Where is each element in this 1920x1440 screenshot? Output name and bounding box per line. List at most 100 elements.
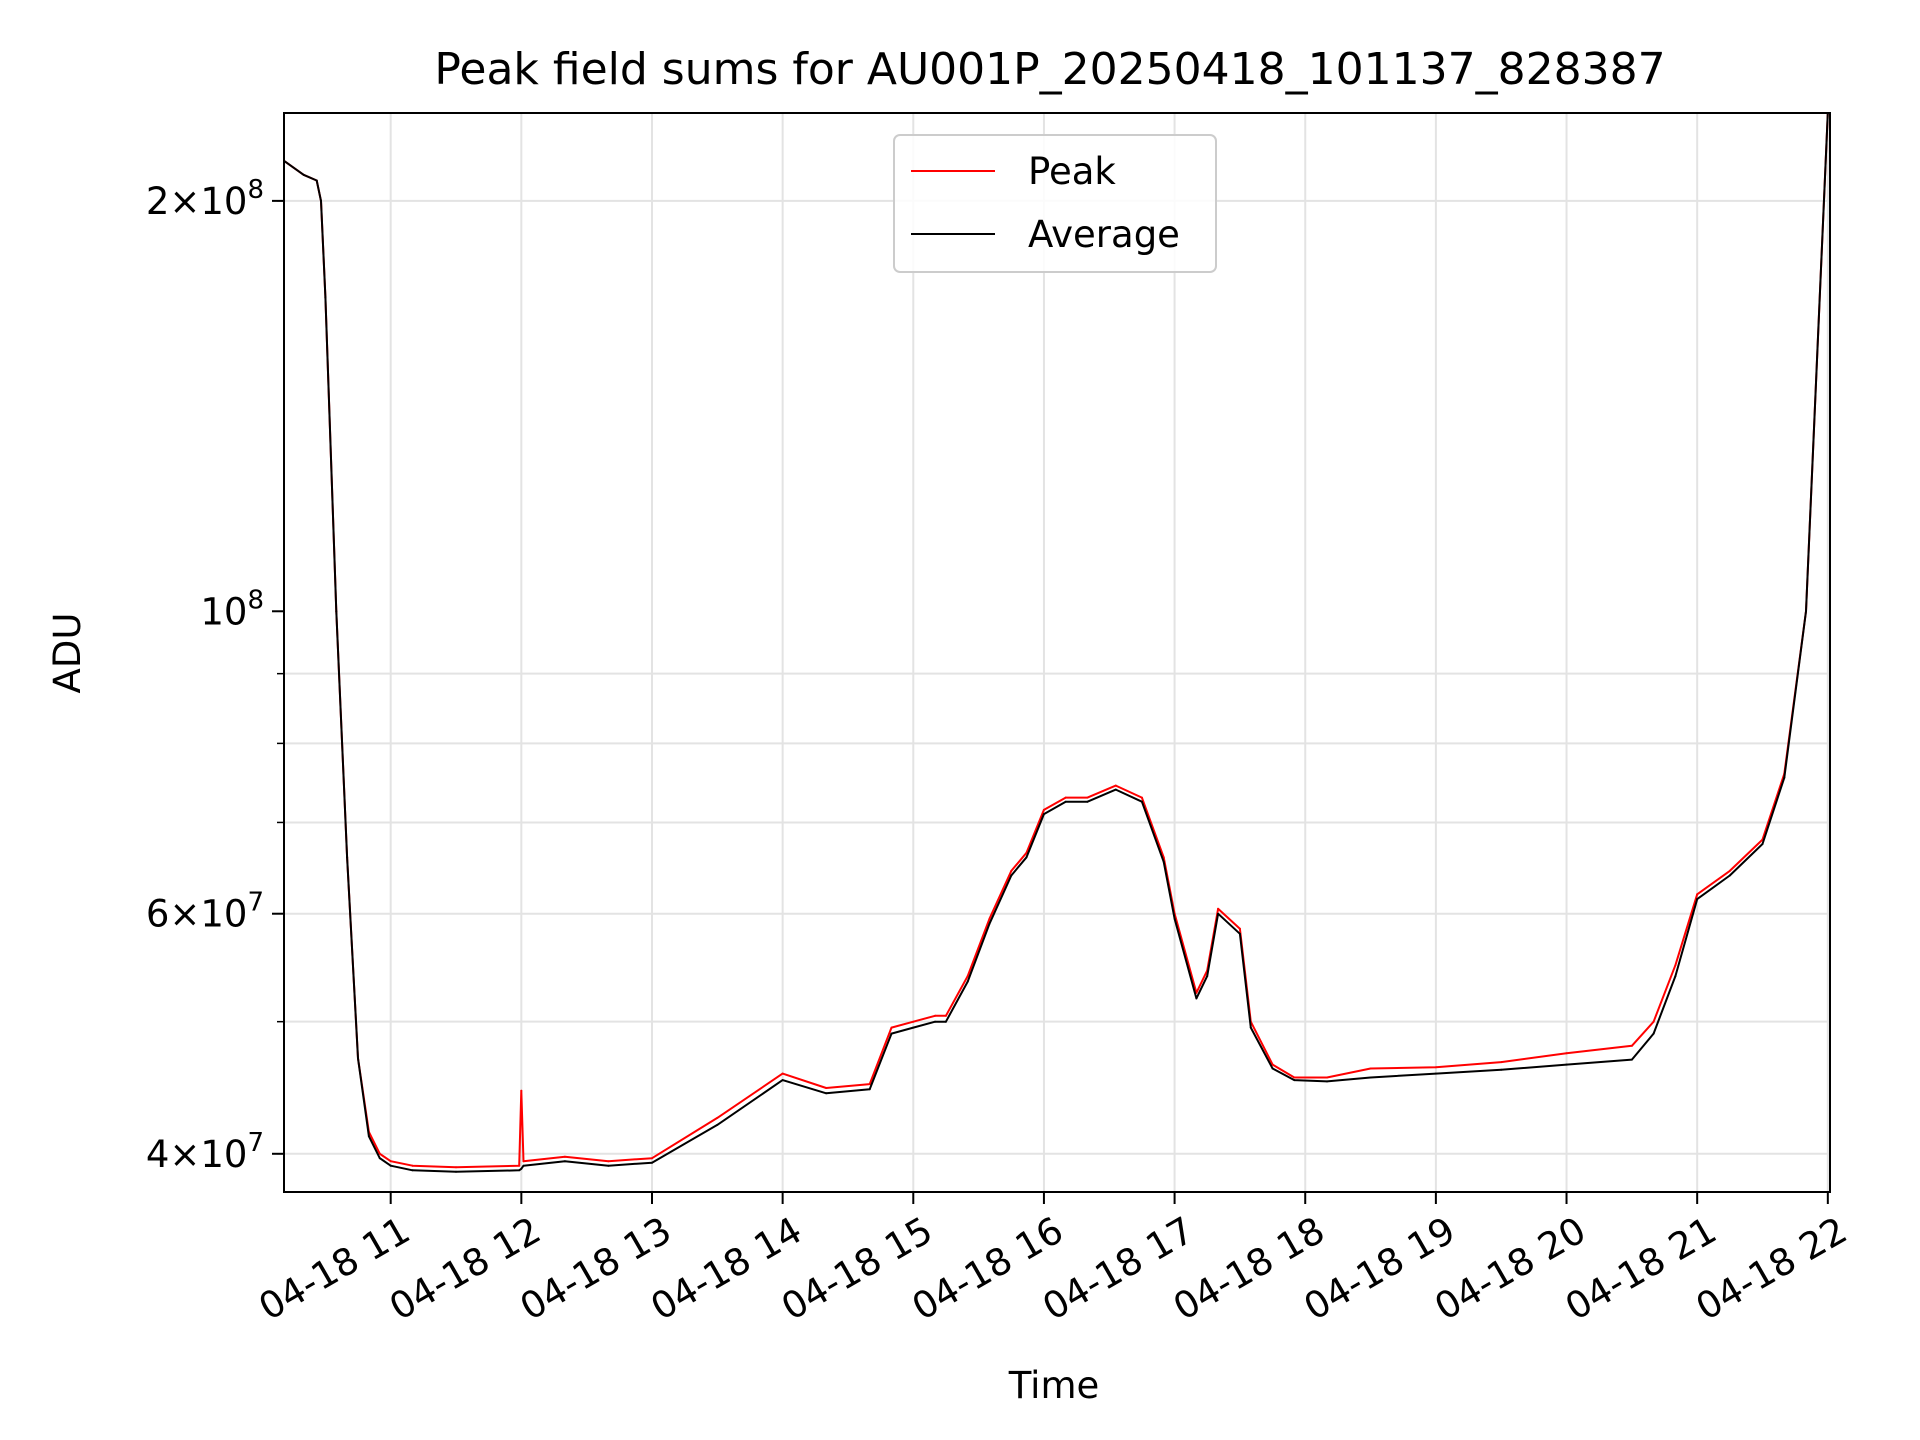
data-point-average: [890, 1032, 893, 1035]
data-point-average: [1565, 1063, 1568, 1066]
data-point-peak: [1326, 1076, 1328, 1079]
data-point-peak: [1114, 784, 1117, 787]
data-point-average: [1140, 800, 1143, 803]
data-point-peak: [607, 1160, 610, 1163]
data-point-peak: [868, 1083, 871, 1086]
data-point-average: [966, 980, 969, 983]
legend-label-average: Average: [1028, 213, 1180, 256]
legend: Peak Average: [893, 134, 1217, 273]
data-point-peak: [716, 1116, 719, 1119]
data-point-average: [520, 1167, 523, 1170]
data-point-peak: [1565, 1052, 1568, 1055]
data-point-average: [378, 1157, 381, 1160]
data-point-average: [1025, 856, 1028, 859]
data-point-average: [1162, 860, 1165, 863]
data-point-average: [1042, 813, 1045, 816]
data-point-average: [1696, 898, 1699, 901]
data-point-average: [455, 1170, 457, 1173]
data-point-peak: [781, 1072, 784, 1075]
data-point-average: [825, 1092, 828, 1095]
data-point-peak: [1271, 1063, 1274, 1066]
axes-frame: [283, 112, 1831, 1193]
data-point-average: [1114, 788, 1117, 791]
data-point-average: [302, 173, 305, 176]
data-point-average: [335, 610, 338, 613]
data-point-average: [781, 1079, 784, 1082]
data-point-peak: [1630, 1044, 1633, 1047]
data-point-average: [868, 1088, 871, 1091]
data-point-peak: [389, 1160, 392, 1163]
data-point-peak: [1064, 796, 1067, 799]
data-point-average: [1010, 874, 1013, 877]
data-point-average: [367, 1135, 370, 1138]
data-point-average: [522, 1164, 525, 1167]
data-point-peak: [890, 1026, 893, 1029]
data-point-peak: [378, 1152, 381, 1155]
data-point-peak: [1140, 796, 1143, 799]
data-point-average: [912, 1026, 915, 1029]
data-point-peak: [1696, 893, 1699, 896]
data-point-peak: [1042, 808, 1045, 811]
chart-title: Peak field sums for AU001P_20250418_1011…: [434, 44, 1665, 95]
data-point-average: [1434, 1072, 1437, 1075]
y-tick-label: 6×107: [146, 888, 264, 936]
data-point-peak: [966, 975, 969, 978]
data-point-average: [389, 1164, 392, 1167]
data-point-peak: [1500, 1061, 1503, 1064]
data-point-average: [1500, 1068, 1503, 1071]
data-point-peak: [520, 1089, 523, 1092]
data-point-peak: [1293, 1076, 1296, 1079]
data-point-average: [1064, 800, 1067, 803]
data-point-peak: [563, 1155, 566, 1158]
data-point-peak: [934, 1014, 937, 1017]
data-point-peak: [825, 1087, 828, 1089]
data-point-peak: [411, 1164, 414, 1167]
data-point-peak: [1369, 1067, 1372, 1070]
data-point-average: [1206, 975, 1209, 978]
plot-series: [283, 112, 1829, 1173]
data-point-average: [607, 1164, 610, 1167]
data-point-peak: [1238, 927, 1241, 930]
data-point-average: [1238, 932, 1241, 935]
data-point-peak: [1674, 964, 1677, 967]
data-point-peak: [988, 917, 991, 920]
y-tick-label: 2×108: [146, 175, 264, 223]
data-point-average: [1271, 1067, 1274, 1070]
data-point-average: [1369, 1076, 1372, 1079]
data-point-peak: [1217, 907, 1220, 910]
data-point-average: [357, 1057, 359, 1060]
data-point-average: [1249, 1026, 1252, 1029]
data-point-average: [1652, 1032, 1655, 1035]
data-point-average: [1217, 912, 1220, 915]
data-point-peak: [1025, 851, 1028, 854]
data-point-average: [1195, 997, 1198, 1000]
data-point-average: [1086, 800, 1089, 803]
data-point-average: [324, 296, 327, 299]
y-tick-label: 108: [200, 585, 264, 633]
data-point-peak: [944, 1014, 947, 1017]
data-point-peak: [1434, 1066, 1437, 1069]
data-point-average: [518, 1169, 521, 1172]
data-point-peak: [1086, 796, 1089, 799]
data-point-average: [944, 1020, 947, 1023]
y-tick-label: 4×107: [146, 1128, 264, 1176]
data-point-average: [651, 1161, 653, 1164]
data-point-average: [346, 856, 349, 859]
data-point-average: [716, 1123, 719, 1126]
data-point-average: [320, 199, 322, 202]
legend-frame: [893, 134, 1217, 273]
y-axis-label: ADU: [46, 613, 89, 694]
data-point-peak: [651, 1157, 653, 1160]
data-point-average: [1783, 776, 1786, 779]
data-point-average: [411, 1169, 414, 1172]
data-point-peak: [1728, 869, 1731, 872]
data-point-peak: [912, 1020, 915, 1023]
data-point-average: [1674, 975, 1677, 978]
data-point-average: [1761, 843, 1764, 845]
data-point-average: [1728, 874, 1731, 877]
data-point-peak: [455, 1166, 457, 1169]
data-point-average: [1326, 1080, 1328, 1083]
data-point-average: [315, 179, 318, 182]
grid: [284, 113, 1830, 1192]
